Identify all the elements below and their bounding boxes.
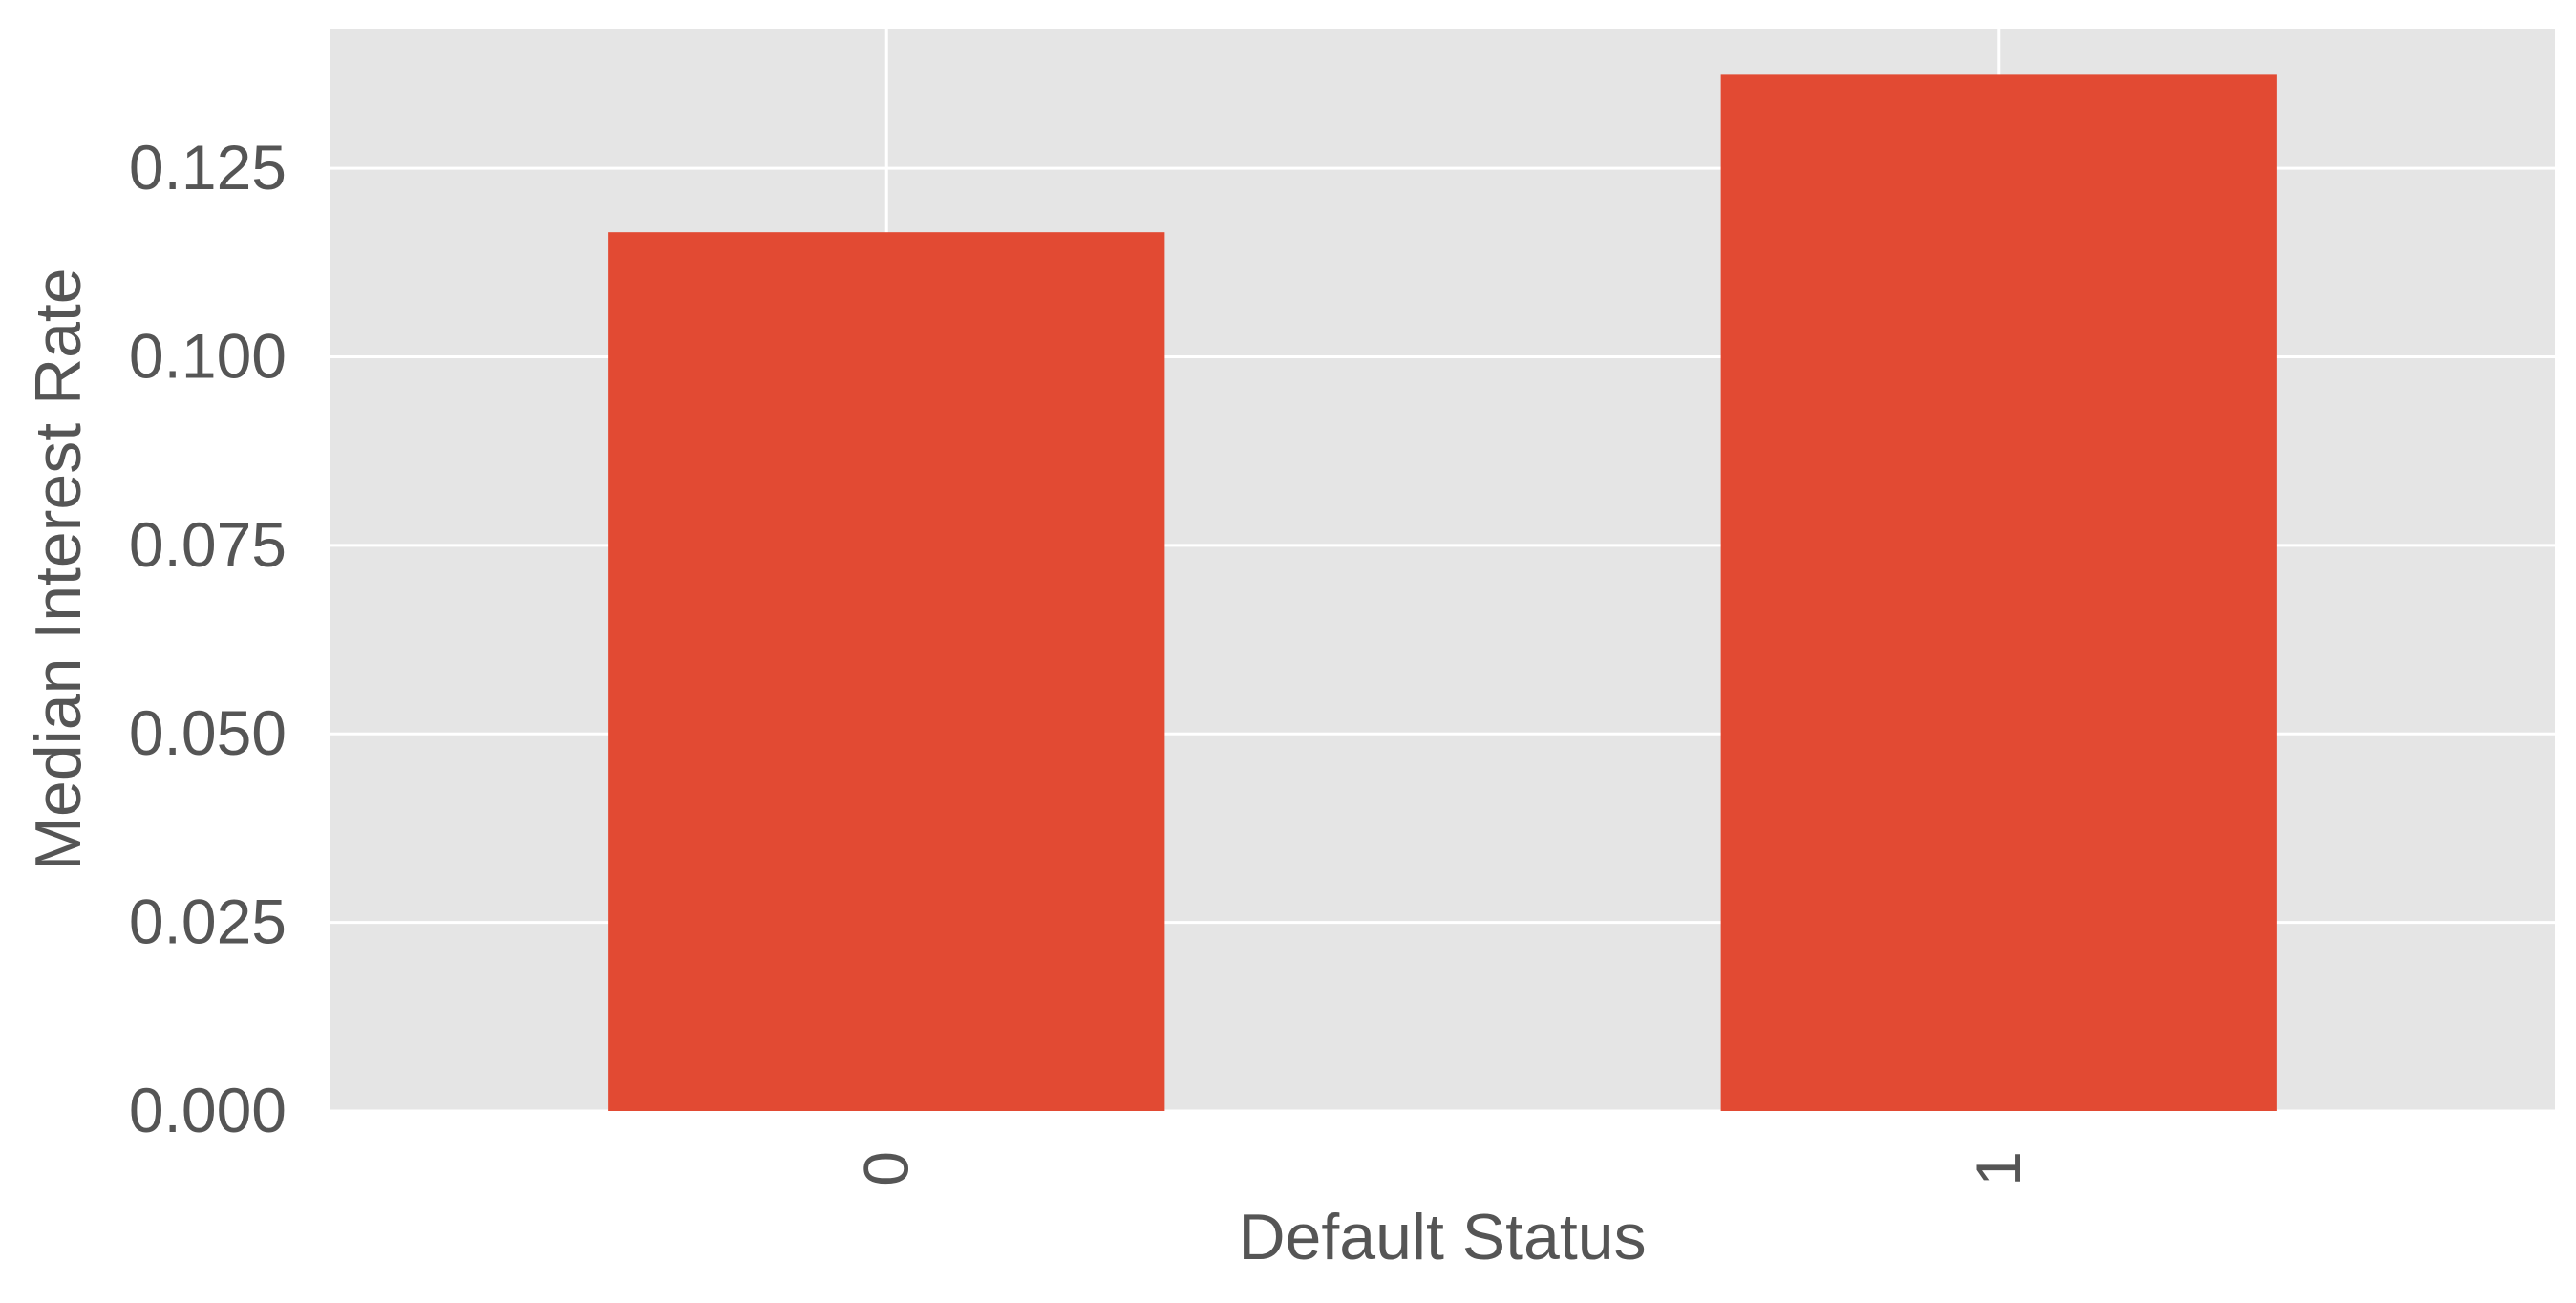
y-tick-label: 0.125 [129, 132, 287, 203]
bar [608, 232, 1165, 1111]
y-tick-label: 0.050 [129, 697, 287, 768]
x-axis-label: Default Status [1238, 1201, 1646, 1273]
y-tick-label: 0.075 [129, 509, 287, 580]
y-axis-label: Median Interest Rate [22, 267, 95, 870]
y-tick-label: 0.100 [129, 320, 287, 391]
x-tick-label: 1 [1963, 1151, 2033, 1186]
y-tick-label: 0.000 [129, 1075, 287, 1145]
y-tick-labels: 0.000 0.025 0.050 0.075 0.100 0.125 [129, 132, 287, 1145]
bar [1720, 74, 2277, 1112]
x-tick-label: 0 [850, 1151, 921, 1186]
bars [608, 74, 2277, 1112]
y-tick-label: 0.025 [129, 886, 287, 957]
